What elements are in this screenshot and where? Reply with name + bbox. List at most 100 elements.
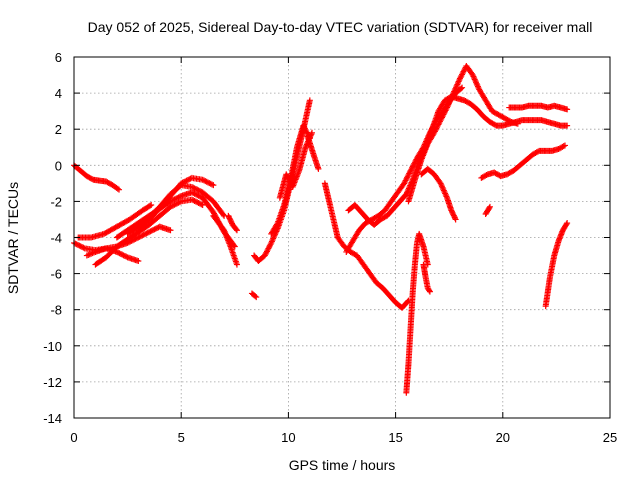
data-point bbox=[452, 216, 459, 223]
data-point bbox=[170, 197, 177, 204]
data-point bbox=[404, 298, 411, 305]
data-point bbox=[195, 199, 202, 206]
data-point bbox=[194, 186, 201, 193]
data-point bbox=[563, 221, 570, 228]
data-point bbox=[560, 143, 567, 150]
data-point bbox=[116, 250, 123, 257]
data-point bbox=[196, 193, 203, 200]
data-point bbox=[514, 120, 521, 127]
data-point bbox=[167, 227, 174, 234]
data-point bbox=[146, 202, 153, 209]
y-tick-label: -14 bbox=[43, 411, 62, 426]
data-point bbox=[139, 232, 146, 239]
data-series-arc-26 bbox=[506, 102, 571, 113]
data-point bbox=[131, 236, 138, 243]
data-point bbox=[233, 226, 240, 233]
data-point bbox=[144, 229, 151, 236]
data-point bbox=[148, 202, 155, 209]
data-point bbox=[426, 288, 433, 295]
data-point bbox=[196, 200, 203, 207]
data-point bbox=[123, 253, 130, 260]
data-point bbox=[210, 182, 217, 189]
data-point bbox=[176, 193, 183, 200]
data-series-arc-21 bbox=[405, 63, 521, 205]
axis-ticks: 0 5 10 15 20 25 -14 -12 -10 -8 -6 -4 -2 0 2 4 6 bbox=[43, 50, 617, 445]
data-point bbox=[200, 177, 207, 184]
data-point bbox=[138, 233, 144, 240]
data-point bbox=[426, 287, 433, 294]
y-tick-label: -2 bbox=[50, 194, 62, 209]
data-series-arc-08 bbox=[124, 182, 228, 237]
data-point bbox=[140, 231, 147, 238]
data-point bbox=[114, 185, 121, 192]
data-series-arc-25 bbox=[482, 203, 493, 218]
data-point bbox=[175, 199, 182, 206]
data-point bbox=[195, 187, 202, 194]
data-point bbox=[220, 211, 227, 218]
data-point bbox=[191, 197, 198, 204]
x-axis-label: GPS time / hours bbox=[289, 457, 396, 473]
data-point bbox=[253, 294, 260, 301]
data-series-arc-16 bbox=[321, 180, 341, 241]
data-point bbox=[233, 261, 240, 268]
data-series-arc-03 bbox=[75, 202, 155, 241]
data-series-arc-27 bbox=[542, 220, 571, 310]
data-point bbox=[133, 235, 140, 242]
data-series-arc-24 bbox=[478, 142, 568, 181]
x-tick-label: 15 bbox=[388, 430, 402, 445]
data-point bbox=[151, 226, 158, 233]
data-series-arc-15 bbox=[304, 133, 322, 172]
data-point bbox=[76, 242, 83, 249]
x-tick-label: 25 bbox=[603, 430, 617, 445]
data-point bbox=[147, 228, 154, 235]
data-point bbox=[308, 129, 315, 136]
data-point bbox=[190, 190, 197, 197]
data-point bbox=[188, 183, 195, 190]
data-point bbox=[315, 165, 322, 172]
data-point bbox=[486, 205, 493, 212]
data-series-arc-10 bbox=[225, 212, 240, 234]
data-series-arc-09 bbox=[210, 212, 240, 268]
data-point bbox=[75, 241, 82, 248]
data-point bbox=[564, 106, 571, 113]
data-point bbox=[457, 85, 464, 92]
data-point bbox=[174, 195, 181, 202]
data-series-arc-04 bbox=[83, 245, 142, 264]
data-point bbox=[113, 248, 120, 255]
x-tick-label: 20 bbox=[496, 430, 510, 445]
y-tick-label: -4 bbox=[50, 231, 62, 246]
data-point bbox=[486, 203, 493, 210]
data-point bbox=[198, 201, 205, 208]
data-point bbox=[190, 197, 197, 204]
y-tick-label: 0 bbox=[55, 158, 62, 173]
x-tick-label: 5 bbox=[178, 430, 185, 445]
data-point bbox=[172, 195, 179, 202]
data-point bbox=[115, 249, 122, 256]
data-point bbox=[170, 202, 177, 209]
data-point bbox=[146, 229, 153, 236]
data-point bbox=[564, 122, 571, 129]
y-axis-label: SDTVAR / TECUs bbox=[5, 182, 21, 294]
data-point bbox=[459, 84, 466, 91]
data-point bbox=[194, 192, 201, 199]
data-point bbox=[119, 251, 126, 258]
y-tick-label: -8 bbox=[50, 303, 62, 318]
data-series-arc-01 bbox=[71, 162, 123, 193]
data-point bbox=[183, 177, 190, 184]
data-series-arc-17 bbox=[334, 234, 412, 311]
data-point bbox=[306, 97, 313, 104]
y-tick-label: -10 bbox=[43, 339, 62, 354]
data-point bbox=[184, 176, 191, 183]
data-series-arc-20 bbox=[403, 230, 431, 396]
data-point bbox=[192, 191, 199, 198]
grid bbox=[74, 57, 610, 418]
y-tick-label: -12 bbox=[43, 375, 62, 390]
data-point bbox=[73, 241, 80, 248]
y-tick-label: -6 bbox=[50, 267, 62, 282]
data-point bbox=[143, 230, 150, 237]
data-point bbox=[77, 243, 84, 250]
y-tick-label: 6 bbox=[55, 50, 62, 65]
data-point bbox=[154, 225, 161, 232]
data-point bbox=[80, 244, 87, 251]
data-point bbox=[120, 252, 127, 259]
